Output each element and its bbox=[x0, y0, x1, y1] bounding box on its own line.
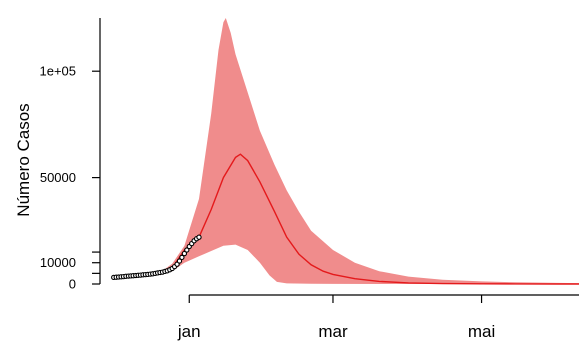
observed-point bbox=[181, 250, 188, 257]
x-axis: jan mar mai bbox=[177, 294, 579, 341]
x-tick-label: mai bbox=[468, 322, 495, 341]
y-tick-label: 0 bbox=[69, 277, 76, 292]
y-tick-label: 50000 bbox=[40, 170, 76, 185]
median-line bbox=[159, 153, 579, 285]
observed-point bbox=[184, 247, 190, 253]
observed-point bbox=[196, 234, 202, 240]
uncertainty-band bbox=[160, 18, 579, 284]
plot-area bbox=[111, 18, 579, 285]
y-tick-label: 1e+05 bbox=[39, 64, 76, 79]
observed-point bbox=[176, 258, 183, 264]
y-axis: 0 10000 50000 1e+05 bbox=[39, 18, 101, 292]
y-axis-title: Número Casos bbox=[14, 103, 33, 216]
x-tick-label: jan bbox=[177, 322, 201, 341]
y-tick-label: 10000 bbox=[40, 255, 76, 270]
x-tick-label: mar bbox=[318, 322, 348, 341]
observed-point bbox=[179, 254, 185, 261]
